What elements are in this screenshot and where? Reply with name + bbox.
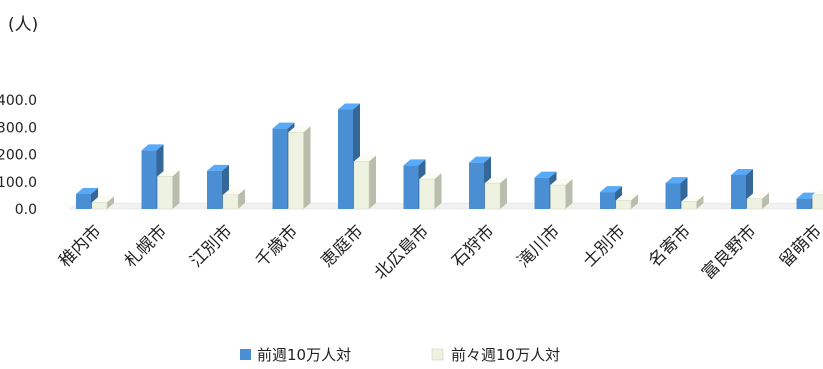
bar-prev-week	[91, 196, 114, 210]
y-tick-label: 0.0	[15, 202, 37, 218]
category-labels: 稚内市 札幌市 江別市 千歳市 恵庭市 北広島市 石狩市 滝川市 士別市 名寄市 富良野市 留萌市	[55, 221, 823, 283]
bar-this-week	[141, 144, 164, 209]
bar-prev-week	[615, 194, 638, 210]
y-tick-label: 300.0	[0, 120, 37, 136]
category-label: 石狩市	[448, 221, 498, 271]
category-label: 札幌市	[121, 221, 171, 271]
category-label: 北広島市	[371, 221, 433, 283]
legend-swatch-this-week	[240, 349, 251, 360]
category-label: 滝川市	[514, 221, 564, 271]
bar-prev-week	[353, 155, 376, 210]
legend-label-this-week: 前週10万人対	[257, 346, 351, 364]
category-label: 留萌市	[776, 221, 823, 271]
bar-prev-week	[746, 192, 769, 210]
y-axis-ticks: 0.0 100.0 200.0 300.0 400.0	[0, 93, 37, 218]
category-label: 名寄市	[645, 221, 695, 271]
floor-plane	[69, 202, 818, 210]
y-tick-label: 400.0	[0, 93, 37, 109]
legend-label-prev-week: 前々週10万人対	[451, 346, 560, 364]
category-label: 千歳市	[252, 221, 302, 271]
category-label: 江別市	[186, 221, 236, 271]
bar-series	[76, 103, 823, 210]
category-label: 富良野市	[698, 221, 760, 283]
y-tick-label: 200.0	[0, 148, 37, 164]
category-label: 士別市	[579, 221, 629, 271]
bar-prev-week	[222, 188, 245, 210]
legend: 前週10万人対 前々週10万人対	[240, 346, 560, 364]
category-label: 恵庭市	[317, 221, 367, 271]
bar-prev-week	[157, 170, 180, 210]
legend-swatch-prev-week	[431, 348, 444, 361]
bar-prev-week	[484, 177, 507, 210]
bar-prev-week	[288, 126, 311, 210]
y-unit-label: (人)	[8, 15, 38, 35]
chart-floor	[69, 202, 818, 210]
bar-prev-week	[419, 173, 442, 210]
bar-prev-week	[812, 188, 823, 210]
bar-prev-week	[550, 179, 573, 210]
y-tick-label: 100.0	[0, 175, 37, 191]
category-label: 稚内市	[55, 221, 105, 271]
bar-prev-week	[681, 195, 704, 210]
